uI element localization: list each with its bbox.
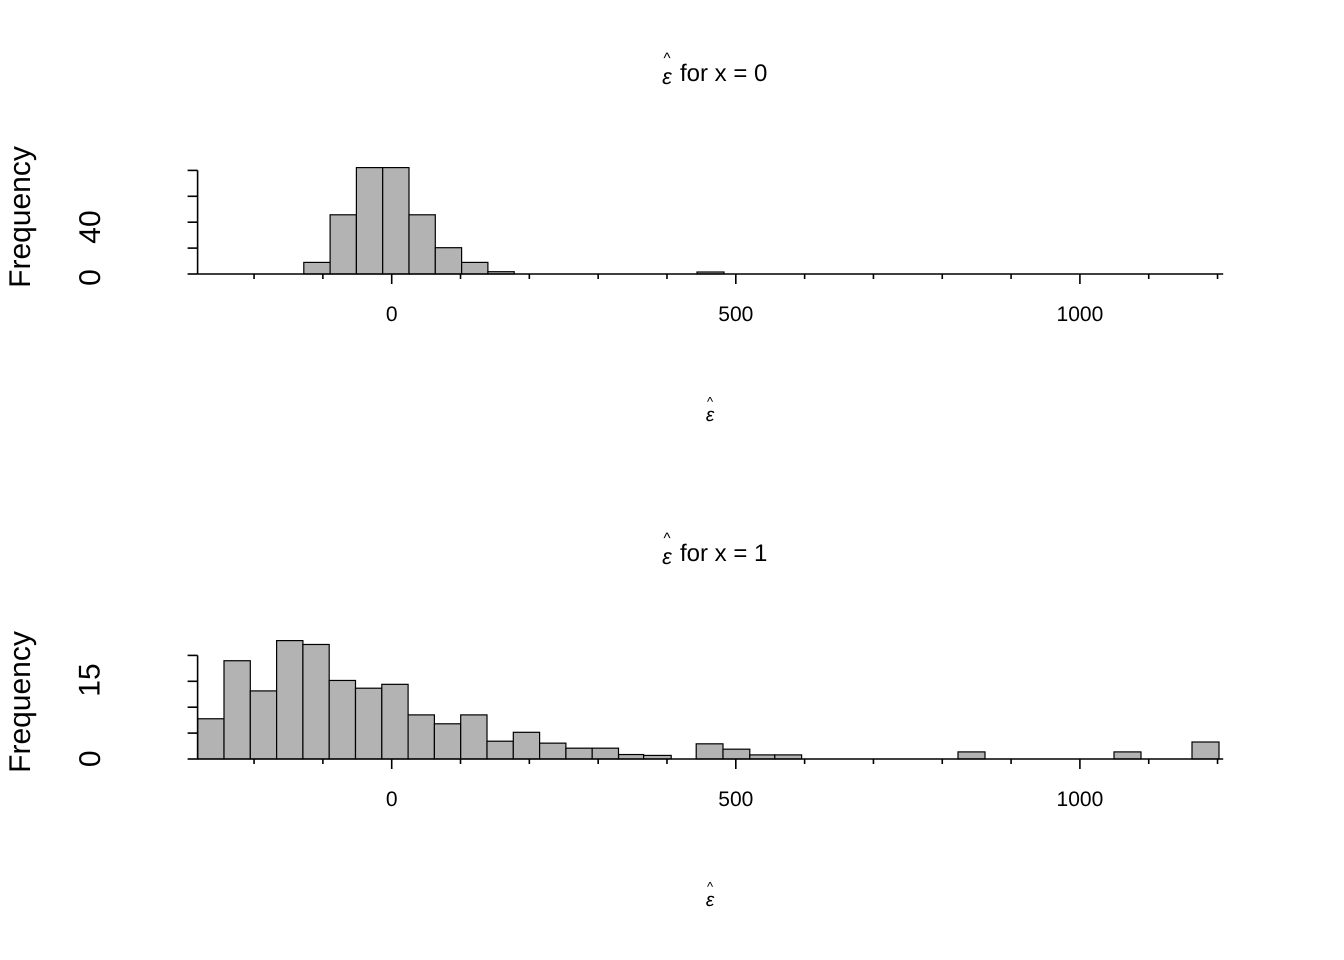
- svg-text:500: 500: [718, 303, 753, 326]
- svg-text:0: 0: [74, 750, 107, 767]
- svg-text:0: 0: [386, 788, 398, 811]
- svg-text:ε: ε: [662, 544, 672, 569]
- svg-text:15: 15: [73, 663, 106, 696]
- svg-text:ε: ε: [706, 405, 715, 426]
- svg-text:for x = 0: for x = 0: [680, 60, 767, 87]
- svg-text:Frequency: Frequency: [4, 146, 37, 288]
- svg-text:0: 0: [386, 303, 398, 326]
- svg-text:for x = 1: for x = 1: [680, 540, 767, 567]
- svg-text:500: 500: [718, 788, 753, 811]
- svg-text:40: 40: [74, 210, 107, 243]
- svg-text:1000: 1000: [1057, 303, 1104, 326]
- svg-text:ε: ε: [662, 64, 672, 89]
- svg-text:0: 0: [74, 269, 107, 286]
- svg-text:Frequency: Frequency: [4, 631, 37, 773]
- svg-text:ε: ε: [706, 890, 715, 911]
- svg-text:1000: 1000: [1057, 788, 1104, 811]
